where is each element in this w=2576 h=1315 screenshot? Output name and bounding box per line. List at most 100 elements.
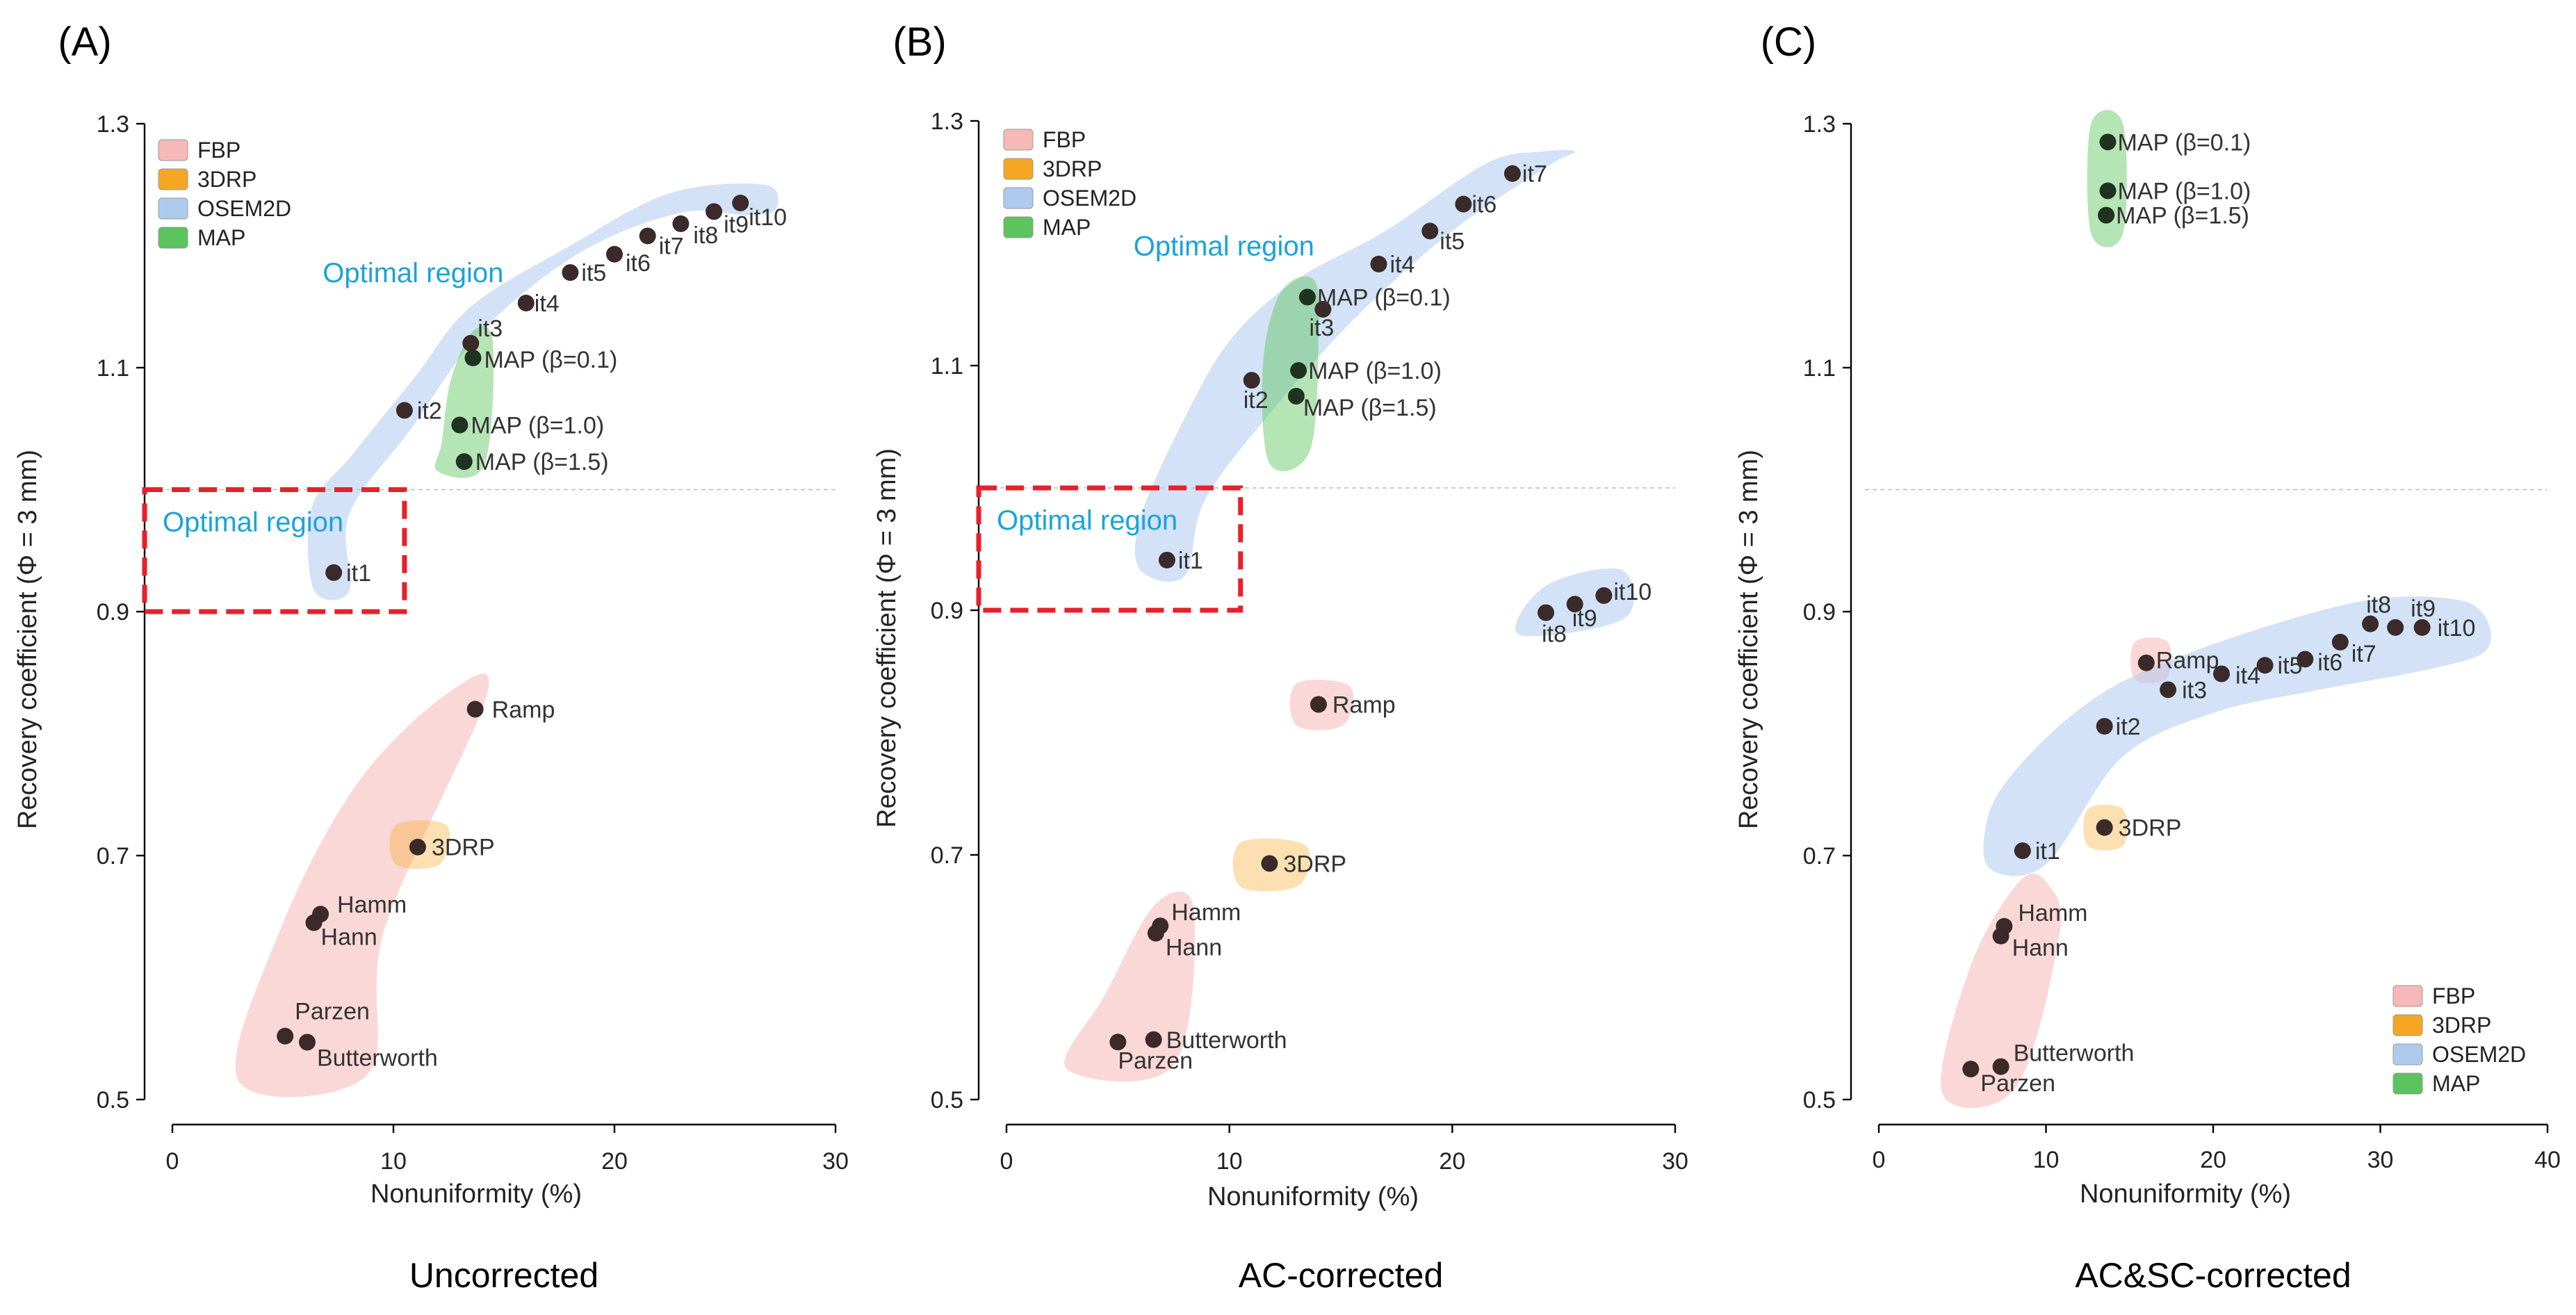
data-point-osem2d [1421,222,1439,240]
region-osem2d [1983,596,2491,876]
legend-label: FBP [1043,127,1086,152]
data-label: Parzen [1118,1047,1193,1074]
data-label: it3 [1309,315,1334,341]
data-label: it1 [346,560,371,587]
data-point-osem2d [1595,587,1613,604]
data-point-osem2d [732,195,749,212]
data-label: MAP (β=1.5) [2116,203,2249,229]
x-tick-label: 10 [2033,1147,2060,1173]
data-point-fbp [466,701,484,718]
data-point-3drp [2096,819,2113,836]
x-tick-label: 20 [601,1148,628,1175]
data-label: Ramp [1332,692,1396,719]
y-axis-title: Recovery coefficient (Φ = 3 mm) [872,448,902,828]
optimal-region-box [976,485,1244,613]
data-point-3drp [1261,855,1278,872]
legend-label: 3DRP [1043,156,1102,181]
region-osem2d [307,183,778,601]
data-point-map [2099,182,2117,199]
y-tick-label: 0.7 [931,842,963,869]
x-tick-label: 30 [1662,1148,1688,1175]
x-axis-title: Nonuniformity (%) [1207,1182,1419,1211]
data-point-osem2d [2213,665,2231,683]
data-label: MAP (β=0.1) [2117,129,2251,156]
data-label: Hamm [337,892,407,918]
data-label: 3DRP [2119,815,2182,842]
data-label: MAP (β=0.1) [484,347,617,373]
data-point-osem2d [1243,372,1260,389]
data-point-map [2098,206,2115,224]
data-point-osem2d [1566,596,1583,613]
legend-swatch-fbp [2392,985,2423,1007]
y-tick-label: 0.9 [97,599,129,626]
data-label: it2 [1244,387,1269,414]
data-label: it7 [2351,641,2377,667]
data-point-fbp [1992,927,2010,945]
y-tick-label: 0.9 [931,598,963,624]
data-label: Hamm [1171,899,1241,926]
data-point-osem2d [325,564,343,581]
data-point-osem2d [2256,657,2274,674]
legend-label: OSEM2D [1043,186,1136,211]
x-tick-label: 10 [380,1148,407,1175]
x-axis-title: Nonuniformity (%) [370,1179,582,1209]
data-label: it8 [693,222,718,249]
data-label: Butterworth [1166,1027,1287,1054]
data-point-osem2d [1158,551,1175,569]
legend-swatch-3drp [2392,1014,2423,1036]
legend-swatch-fbp [158,139,188,161]
x-tick-label: 0 [1000,1148,1013,1175]
data-point-map [1287,388,1305,405]
data-point-osem2d [1314,301,1332,318]
data-point-fbp [1310,696,1327,713]
data-label: it4 [535,291,560,317]
panel-caption: Uncorrected [409,1256,598,1295]
optimal-region-label: Optimal region [163,507,343,538]
data-point-fbp [1147,924,1164,942]
region-fbp [1941,873,2062,1109]
data-label: MAP (β=1.5) [1303,395,1437,421]
data-label: Hann [1166,935,1222,961]
legend: FBP 3DRP OSEM2D MAP [1003,127,1136,240]
x-tick-label: 30 [822,1148,849,1175]
region-map [2087,110,2127,247]
legend-swatch-map [158,227,188,249]
data-point-3drp [409,838,426,856]
y-tick-label: 1.1 [1803,355,1836,382]
data-point-fbp [1145,1031,1162,1048]
data-point-osem2d [2331,633,2349,651]
data-point-fbp [305,914,323,931]
y-tick-label: 1.1 [931,353,963,379]
y-axis-title: Recovery coefficient (Φ = 3 mm) [13,450,42,829]
chart-panel-2: (B) AC-corrected 0.5 0.7 0.9 1.1 1.3 0 10 20 30 Non… [872,19,1688,1295]
optimal-region-label: Optimal region [997,505,1177,536]
y-tick-label: 1.3 [1803,111,1836,138]
panel-label: (C) [1761,19,1817,65]
legend-swatch-osem2d [158,197,188,220]
data-point-osem2d [2297,651,2314,668]
data-label: Butterworth [317,1045,438,1072]
data-point-osem2d [706,203,723,220]
data-label: MAP (β=1.5) [475,449,609,475]
legend-label: FBP [2432,983,2475,1008]
data-label: MAP (β=0.1) [1317,284,1451,311]
data-point-fbp [277,1027,294,1045]
region-fbp [235,673,489,1097]
y-tick-label: 0.5 [97,1087,129,1113]
chart-panel-1: (A) Uncorrected 0.5 0.7 0.9 1.1 1.3 0 10 20 30 Nonu… [13,19,849,1295]
data-label: it3 [478,316,503,342]
data-label: it2 [2116,714,2141,740]
legend-label: MAP [1043,215,1091,240]
data-point-fbp [2137,654,2155,671]
data-point-map [1290,362,1307,379]
legend-label: FBP [197,138,241,163]
data-label: MAP (β=1.0) [2117,179,2251,205]
data-point-map [464,349,482,366]
data-label: 3DRP [1283,851,1346,877]
chart-panel-3: (C) AC&SC-corrected 0.5 0.7 0.9 1.1 1.3 0 10 20 30… [1734,19,2561,1295]
data-point-osem2d [1503,165,1521,182]
data-label: it10 [2438,615,2476,642]
legend-swatch-3drp [158,168,188,190]
x-tick-label: 30 [2367,1147,2394,1173]
